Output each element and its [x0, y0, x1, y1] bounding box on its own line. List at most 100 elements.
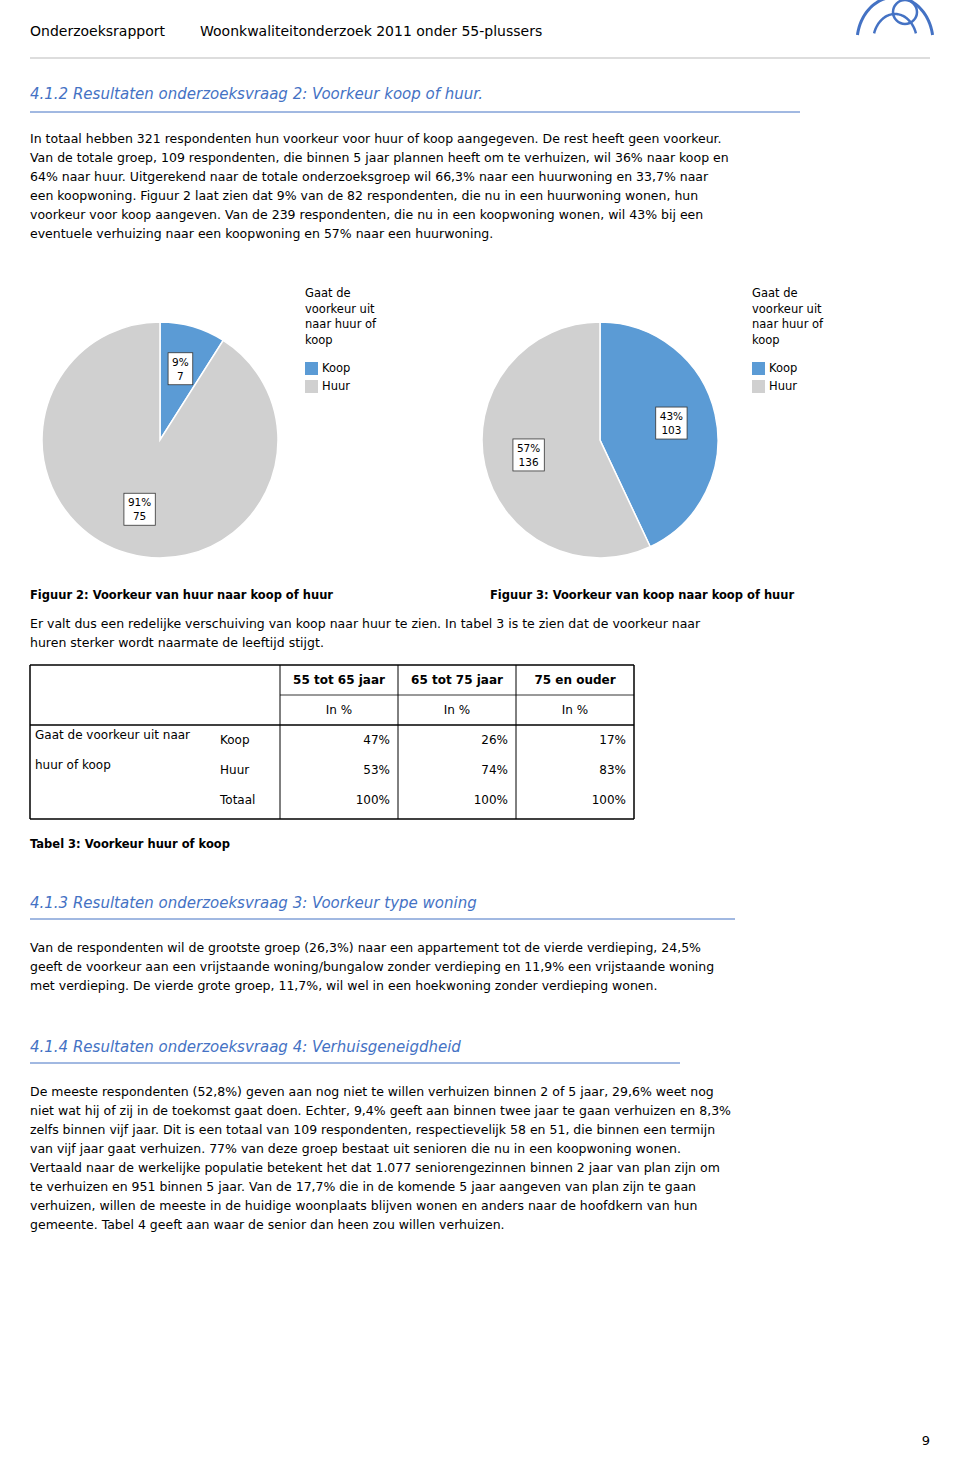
logo — [857, 0, 932, 35]
table-cell: 74% — [481, 763, 508, 777]
legend-swatch — [305, 380, 318, 393]
legend-swatch — [752, 362, 765, 375]
figure-caption: Figuur 3: Voorkeur van koop naar koop of… — [490, 588, 794, 602]
pie-slice — [482, 322, 650, 558]
pie-chart: 9%791%75 — [42, 322, 278, 558]
table-header: 65 tot 75 jaar — [411, 673, 503, 687]
table-border — [30, 664, 634, 666]
chart-title-line: naar huur of — [752, 317, 824, 331]
legend-entry: Huur — [769, 379, 797, 393]
table-cell: 83% — [599, 763, 626, 777]
table-rule — [30, 724, 634, 726]
chart-title: Gaat devoorkeur uitnaar huur ofkoop — [305, 286, 377, 347]
chart-title: Gaat devoorkeur uit naar huur ofkoop — [752, 286, 824, 347]
table-caption: Tabel 3: Voorkeur huur of koop — [30, 837, 230, 851]
legend: Koop Huur — [752, 361, 797, 393]
table-sub-label: Koop — [220, 733, 250, 747]
legend-entry: Huur — [322, 379, 350, 393]
paragraph-line: Vertaald naar de werkelijke populatie be… — [30, 1160, 720, 1175]
paragraph-line: gemeente. Tabel 4 geeft aan waar de seni… — [30, 1217, 505, 1232]
data-label-count: 103 — [661, 424, 681, 436]
table-border — [29, 665, 31, 819]
pie-slice — [42, 322, 278, 558]
paragraph-line: In totaal hebben 321 respondenten hun vo… — [30, 131, 722, 146]
paragraph-line: niet wat hij of zij in de toekomst gaat … — [30, 1103, 731, 1118]
table-header: 75 en ouder — [534, 673, 615, 687]
legend-entry: Koop — [322, 361, 350, 375]
table-divider — [398, 665, 399, 819]
header-rule — [30, 58, 930, 59]
table-sub-label: Totaal — [219, 793, 255, 807]
data-label-percent: 57% — [517, 442, 540, 454]
table-cell: 26% — [481, 733, 508, 747]
chart-title-line: Gaat de — [305, 286, 351, 300]
paragraph-line: geeft de voorkeur aan een vrijstaande wo… — [30, 959, 714, 974]
chart-title-line: voorkeur uit — [752, 301, 822, 315]
paragraph-line: 64% naar huur. Uitgerekend naar de total… — [30, 169, 709, 184]
data-label: 43%103 — [656, 407, 687, 439]
section-title: 4.1.2 Resultaten onderzoeksvraag 2: Voor… — [30, 85, 483, 103]
data-label-percent: 91% — [128, 496, 151, 508]
data-label-count: 75 — [133, 510, 146, 522]
slices — [482, 322, 718, 558]
paragraph-line: een koopwoning. Figuur 2 laat zien dat 9… — [30, 188, 698, 203]
legend: Koop Huur — [305, 361, 350, 393]
logo-arc — [857, 0, 932, 35]
header: Onderzoeksrapport — [30, 23, 166, 39]
data-label: 9%7 — [168, 353, 193, 385]
chart-title-line: Gaat de — [752, 286, 798, 300]
paragraph-line: huren sterker wordt naarmate de leeftijd… — [30, 635, 324, 650]
table-subheader: In % — [562, 703, 588, 717]
pie-chart: 43%10357%136 — [482, 322, 718, 558]
table-row-label: huur of koop — [35, 758, 111, 772]
header: Woonkwaliteitonderzoek 2011 onder 55-plu… — [200, 23, 542, 39]
paragraph-line: met verdieping. De vierde grote groep, 1… — [30, 978, 657, 993]
data-label-percent: 43% — [660, 410, 683, 422]
table-border — [633, 665, 635, 819]
chart-title-line: koop — [305, 332, 333, 346]
legend-swatch — [305, 362, 318, 375]
legend-entry: Koop — [769, 361, 797, 375]
data-label-box — [168, 353, 193, 385]
page-number: 9 — [922, 1433, 930, 1448]
paragraph-line: voorkeur voor koop aangeven. Van de 239 … — [30, 207, 703, 222]
data-label-percent: 9% — [172, 356, 189, 368]
table-cell: 53% — [363, 763, 390, 777]
table-cell: 100% — [356, 793, 390, 807]
paragraph-line: verhuizen, willen de meeste in de huidig… — [30, 1198, 697, 1213]
table-subheader: In % — [326, 703, 352, 717]
section-rule — [30, 112, 800, 113]
section-title: 4.1.3 Resultaten onderzoeksvraag 3: Voor… — [30, 894, 477, 912]
table-row-label: Gaat de voorkeur uit naar — [35, 728, 190, 742]
section-rule — [30, 919, 735, 920]
section-rule — [30, 1063, 680, 1064]
data-label-box — [513, 439, 544, 471]
paragraph-line: De meeste respondenten (52,8%) geven aan… — [30, 1084, 714, 1099]
chart-title-line: koop — [752, 332, 780, 346]
table-cell: 17% — [599, 733, 626, 747]
paragraph-line: te verhuizen en 951 binnen 5 jaar. Van d… — [30, 1179, 696, 1194]
data-label: 91%75 — [124, 493, 155, 525]
table-cell: 47% — [363, 733, 390, 747]
legend-swatch — [752, 380, 765, 393]
paragraph-line: zelfs binnen vijf jaar. Dit is een totaa… — [30, 1122, 715, 1137]
table-divider — [280, 665, 281, 819]
data-label-count: 7 — [177, 370, 184, 382]
chart-title-line: voorkeur uit — [305, 301, 375, 315]
table-cell: 100% — [474, 793, 508, 807]
table-sub-label: Huur — [220, 763, 249, 777]
paragraph-line: Er valt dus een redelijke verschuiving v… — [30, 616, 701, 631]
figure-caption: Figuur 2: Voorkeur van huur naar koop of… — [30, 588, 333, 602]
section-title: 4.1.4 Resultaten onderzoeksvraag 4: Verh… — [30, 1038, 461, 1056]
table-rule — [280, 695, 634, 696]
paragraph-line: Van de totale groep, 109 respondenten, d… — [30, 150, 729, 165]
paragraph-line: eventuele verhuizing naar een koopwoning… — [30, 226, 493, 241]
logo-head — [893, 0, 917, 24]
table-border — [30, 818, 634, 820]
page: Onderzoeksrapport Woonkwaliteitonderzoek … — [0, 0, 960, 1466]
data-label-count: 136 — [519, 456, 539, 468]
paragraph-line: Van de respondenten wil de grootste groe… — [30, 940, 701, 955]
table-divider — [516, 665, 517, 819]
table-cell: 100% — [592, 793, 626, 807]
slices — [42, 322, 278, 558]
